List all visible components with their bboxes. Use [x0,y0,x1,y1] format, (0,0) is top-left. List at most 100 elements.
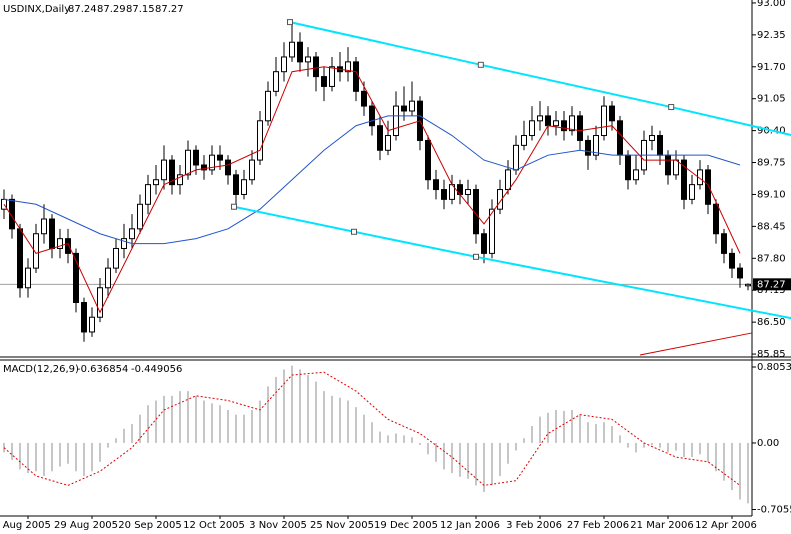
candle-body [209,154,215,171]
x-tick-label: 27 Feb 2006 [567,520,629,531]
candle-body [41,218,47,235]
candle-body [161,159,167,181]
candle-body [33,233,39,269]
indicator-value: -0.449056 [131,364,182,375]
trendline-anchor [668,104,675,111]
candle-body [153,179,159,186]
candle-body [17,228,23,289]
y-tick-label: 89.10 [757,189,786,200]
candle-body [305,56,311,63]
candle-body [9,198,15,230]
chart-title: USDINX,Daily [3,4,70,15]
y-tick-label: 87.15 [757,285,786,296]
candle-body [497,189,503,210]
candle-body [617,120,623,156]
y-tick-label: 89.75 [757,158,786,169]
candle-body [505,169,511,191]
indicator-title: MACD(12,26,9) [3,364,79,375]
x-tick-label: 21 Mar 2006 [630,520,693,531]
candle-body [697,169,703,186]
candle-body [313,56,319,78]
signal-line [3,371,741,486]
candle-body [393,105,399,137]
y-tick-label: 85.85 [757,349,786,360]
current-price-label: 87.27 [757,279,786,290]
candle-body [425,139,431,181]
candle-body [81,301,87,333]
candle-body [433,179,439,191]
candle-body [145,184,151,205]
candle-body [169,159,175,186]
candle-body [137,203,143,230]
x-tick-label: 5 Aug 2005 [0,520,51,531]
candle-body [625,154,631,181]
candle-body [241,179,247,195]
y-tick-label: 93.00 [757,0,786,9]
y-tick-label: 92.35 [757,30,786,41]
candle-body [353,61,359,92]
current-price-box [753,278,791,291]
candle-body [25,267,31,289]
trendline [233,205,791,320]
candle-body [225,159,231,176]
candle-body [185,149,191,176]
x-tick-label: 3 Nov 2005 [249,520,307,531]
candle-body [321,76,327,87]
candle-body [361,90,367,107]
candle-body [265,90,271,122]
candle-body [601,105,607,137]
y-tick-label: 0.00 [757,438,779,449]
candle-body [441,189,447,200]
candle-body [553,120,559,127]
x-tick-label: 3 Feb 2006 [506,520,562,531]
candle-body [273,71,279,92]
y-tick-label: 0.80535 [757,362,791,373]
x-tick-label: 19 Dec 2005 [374,520,438,531]
candle-body [713,203,719,235]
candle-body [489,208,495,254]
trendline-anchor [287,19,293,26]
candle-body [345,61,351,73]
trendline [639,332,753,356]
candle-body [521,135,527,146]
candle-body [529,120,535,137]
candle-body [105,267,111,289]
x-tick-label: 12 Oct 2005 [183,520,245,531]
candle-body [721,233,727,254]
x-tick-label: 12 Apr 2006 [695,520,757,531]
moving-average [3,66,741,314]
x-tick-label: 12 Jan 2006 [440,520,500,531]
candle-body [297,41,303,63]
candle-body [233,174,239,195]
candle-body [689,184,695,200]
candle-body [217,154,223,161]
candle-body [65,238,71,254]
candle-body [385,135,391,151]
y-tick-label: 91.05 [757,94,786,105]
x-tick-label: 20 Sep 2005 [118,520,181,531]
candle-body [737,267,743,279]
y-tick-label: -0.70553 [757,504,791,515]
candle-body [289,41,295,58]
indicator-value: -0.636854 [77,364,128,375]
candle-body [513,144,519,171]
candle-body [113,247,119,269]
candle-body [593,135,599,156]
quote-value: 87.24 [68,4,97,15]
candle-body [409,100,415,112]
candle-body [73,252,79,303]
candle-body [121,238,127,249]
y-tick-label: 87.80 [757,253,786,264]
candle-body [545,115,551,127]
candle-body [585,139,591,156]
quote-value: 87.29 [97,4,126,15]
quote-value: 87.15 [126,4,155,15]
quote-value: 87.27 [155,4,184,15]
candle-body [745,283,751,287]
candle-body [657,135,663,156]
candle-body [665,154,671,176]
candle-body [577,115,583,141]
